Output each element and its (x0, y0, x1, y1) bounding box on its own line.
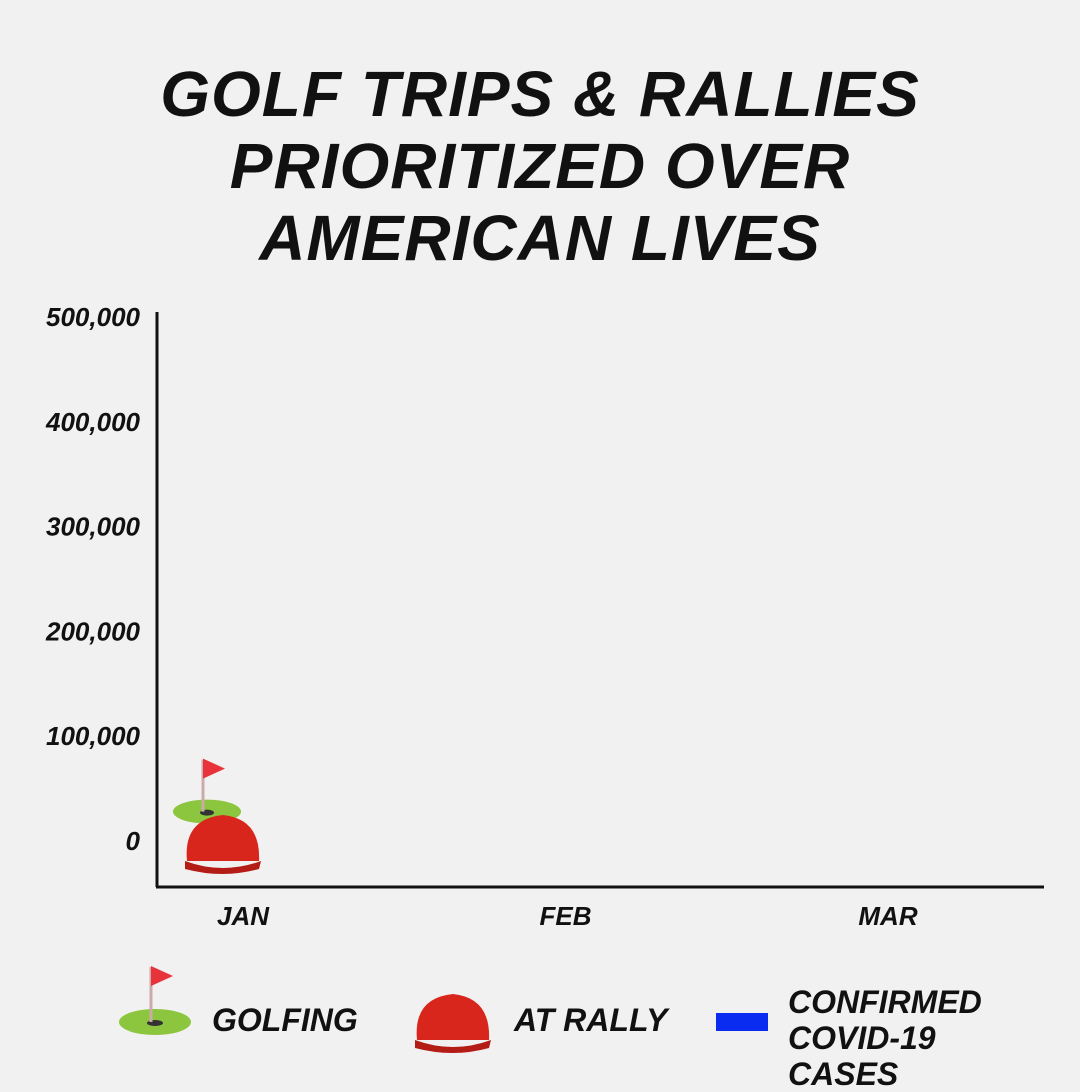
x-tick-label: MAR (858, 901, 917, 931)
y-tick-label: 500,000 (46, 302, 141, 332)
y-tick-label: 100,000 (46, 721, 141, 751)
legend-label: CONFIRMED COVID-19 CASES (788, 984, 982, 1092)
y-tick-label: 300,000 (46, 512, 141, 542)
rally-marker (185, 815, 261, 875)
golf-flag (203, 758, 225, 779)
y-tick-label: 400,000 (45, 407, 141, 437)
hat-brim (185, 861, 261, 875)
x-tick-label: FEB (540, 901, 592, 931)
x-tick-label: JAN (217, 901, 270, 931)
legend-covid-swatch (716, 1013, 768, 1031)
golf-marker (173, 758, 241, 824)
legend-label: AT RALLY (514, 1002, 668, 1038)
y-tick-label: 200,000 (45, 616, 141, 646)
legend-rally-icon (415, 994, 491, 1053)
legend-label: GOLFING (212, 1002, 358, 1038)
chart-title: GOLF TRIPS & RALLIES PRIORITIZED OVER AM… (160, 58, 920, 274)
legend-golf-icon (119, 966, 191, 1035)
y-tick-label: 0 (126, 826, 141, 856)
hat-crown (186, 815, 260, 862)
